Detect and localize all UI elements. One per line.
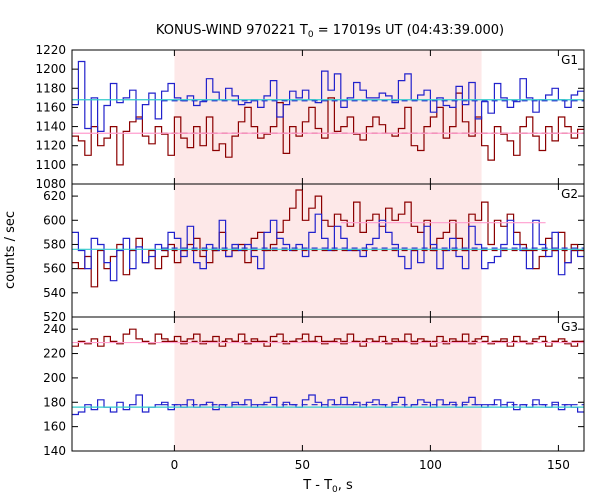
x-axis-label: T - T0, s [302, 478, 353, 495]
y-tick-label: 200 [43, 371, 66, 385]
y-tick-label: 620 [43, 189, 66, 203]
x-tick-label: 0 [171, 458, 179, 472]
y-tick-label: 220 [43, 347, 66, 361]
y-tick-label: 1080 [35, 177, 66, 191]
panel-g1: 1080 1100 1120 1140 1160 1180 1200 1220 G1 [35, 43, 585, 191]
y-tick-label: 1180 [35, 81, 66, 95]
x-tick-label: 100 [419, 458, 442, 472]
series-red-step [72, 92, 584, 166]
y-tick-label: 580 [43, 237, 66, 251]
y-tick-label: 540 [43, 286, 66, 300]
x-tick-label: 150 [547, 458, 570, 472]
y-tick-label: 140 [43, 444, 66, 458]
y-tick-label: 520 [43, 310, 66, 324]
series-blue-step [72, 213, 584, 282]
y-tick-label: 560 [43, 262, 66, 276]
y-tick-label: 1100 [35, 158, 66, 172]
chart-title-subscript: 0 [308, 30, 314, 40]
y-tick-label: 600 [43, 213, 66, 227]
highlight-region [174, 317, 482, 451]
panel-g3: 140 160 180 200 220 240 G3 [43, 316, 585, 458]
x-axis-label-subscript: 0 [332, 485, 338, 495]
chart-title-rest: = 17019s UT (04:43:39.000) [314, 23, 504, 38]
y-tick-label: 1200 [35, 62, 66, 76]
y-tick-label: 1140 [35, 120, 66, 134]
y-axis-label: counts / sec [3, 211, 18, 289]
y-tick-label: 160 [43, 420, 66, 434]
y-tick-label: 240 [43, 322, 66, 336]
panels-group: 1080 1100 1120 1140 1160 1180 1200 1220 G1 520 540… [35, 43, 585, 472]
panel-label: G2 [561, 187, 578, 201]
y-tick-label: 180 [43, 395, 66, 409]
panel-g2: 520 540 560 580 600 620 G2 [43, 183, 585, 324]
x-axis-label-rest: , s [338, 478, 353, 493]
panel-label: G3 [561, 320, 578, 334]
series-red-step [72, 189, 584, 288]
panel-frame [71, 316, 585, 452]
chart-title-main: KONUS-WIND 970221 T [156, 23, 308, 38]
y-tick-label: 1160 [35, 100, 66, 114]
x-axis-label-main: T - T [302, 478, 332, 493]
series-blue-step [72, 394, 584, 416]
panel-label: G1 [561, 53, 578, 67]
series-blue-step [72, 60, 584, 132]
y-tick-label: 1220 [35, 43, 66, 57]
y-tick-label: 1120 [35, 139, 66, 153]
chart-title: KONUS-WIND 970221 T0 = 17019s UT (04:43:… [156, 23, 504, 40]
x-tick-label: 50 [295, 458, 310, 472]
